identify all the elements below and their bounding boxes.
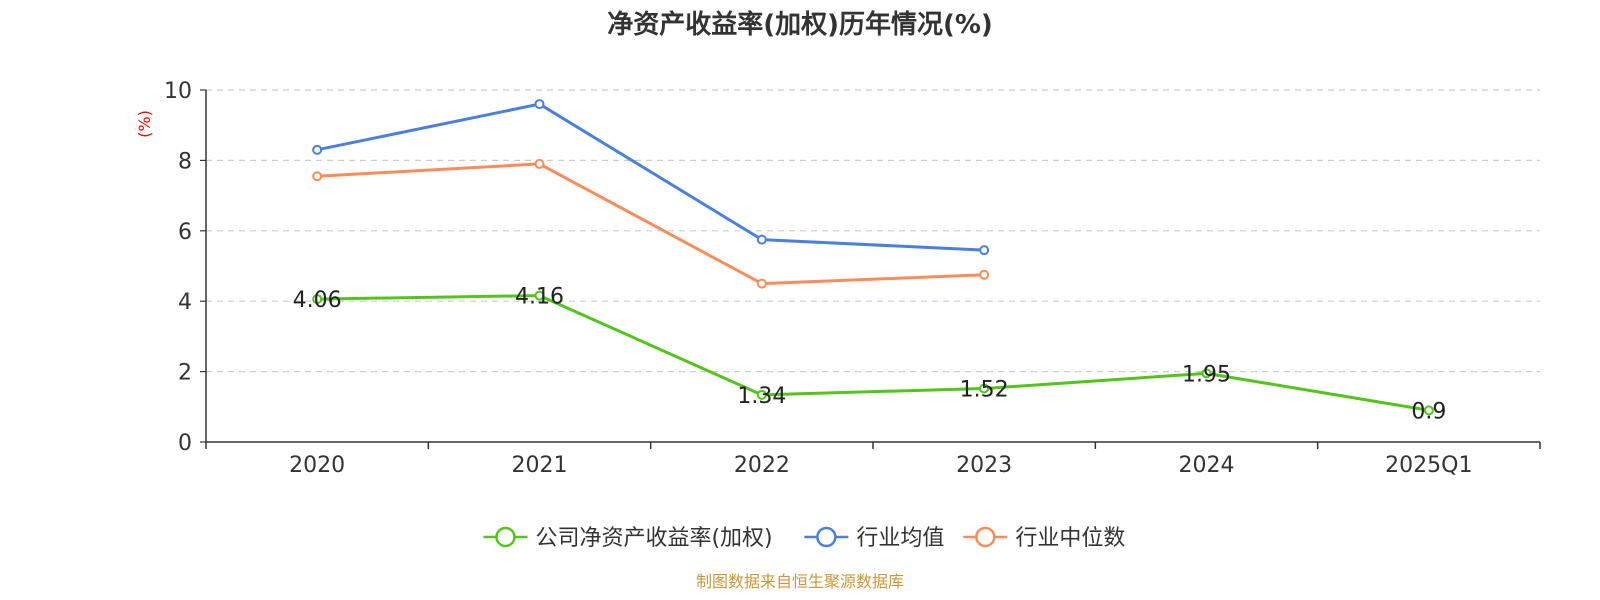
grid-layer — [206, 89, 1540, 373]
data-point — [1201, 368, 1212, 379]
series-line-2 — [316, 102, 985, 252]
series-layer — [312, 99, 1434, 416]
x-tick-label: 2021 — [512, 453, 568, 478]
y-tick-label: 6 — [178, 220, 192, 245]
data-point — [534, 158, 545, 169]
legend-item: 公司净资产收益率(加权) — [483, 526, 773, 551]
y-tick-label: 0 — [178, 431, 192, 456]
data-label: 4.16 — [515, 285, 564, 310]
legend-item: 行业均值 — [804, 526, 944, 551]
legend-marker-icon — [495, 526, 516, 548]
series-line-3 — [317, 162, 985, 286]
data-point — [756, 389, 767, 400]
x-tick-label: 2022 — [734, 453, 790, 478]
legend-label: 行业中位数 — [1015, 526, 1125, 551]
data-source-note: 制图数据来自恒生聚源数据库 — [695, 572, 904, 591]
data-label-layer: 4.06 4.16 1.34 1.52 1.95 0.9 — [293, 285, 1447, 425]
legend-label: 公司净资产收益率(加权) — [535, 526, 772, 551]
data-label: 0.9 — [1411, 399, 1446, 424]
y-tick-label: 10 — [164, 79, 192, 104]
y-tick-label: 2 — [178, 361, 192, 386]
legend-marker-icon — [975, 526, 996, 548]
x-tick-label: 2024 — [1179, 453, 1235, 478]
data-label: 1.34 — [737, 384, 786, 409]
y-tick-label: 4 — [178, 290, 192, 315]
data-point — [312, 294, 323, 305]
data-point — [756, 278, 767, 289]
x-tick-label: 2025Q1 — [1385, 453, 1472, 478]
data-point — [312, 144, 323, 155]
data-point — [979, 383, 990, 394]
y-axis-label: (%) — [135, 110, 154, 138]
axis-layer: 0 2 4 6 8 10 2020 2021 2022 2023 2024 2025Q1 (%) — [135, 79, 1541, 478]
chart-title: 净资产收益率(加权)历年情况(%) — [607, 10, 993, 40]
series-line-1 — [317, 294, 1430, 412]
data-label: 1.52 — [960, 377, 1009, 402]
legend-label: 行业均值 — [856, 526, 944, 551]
data-label: 1.95 — [1182, 362, 1231, 387]
data-point — [312, 171, 323, 182]
x-tick-label: 2020 — [289, 453, 345, 478]
y-tick-label: 8 — [178, 149, 192, 174]
data-point — [534, 99, 545, 110]
legend: 公司净资产收益率(加权) 行业均值 行业中位数 — [483, 526, 1125, 551]
data-point — [1423, 405, 1434, 416]
data-point — [979, 269, 990, 280]
data-point — [979, 245, 990, 256]
data-label: 4.06 — [293, 288, 342, 313]
legend-item: 行业中位数 — [963, 526, 1125, 551]
data-point — [534, 290, 545, 301]
legend-marker-icon — [816, 526, 837, 548]
data-point — [756, 234, 767, 245]
x-tick-label: 2023 — [956, 453, 1012, 478]
